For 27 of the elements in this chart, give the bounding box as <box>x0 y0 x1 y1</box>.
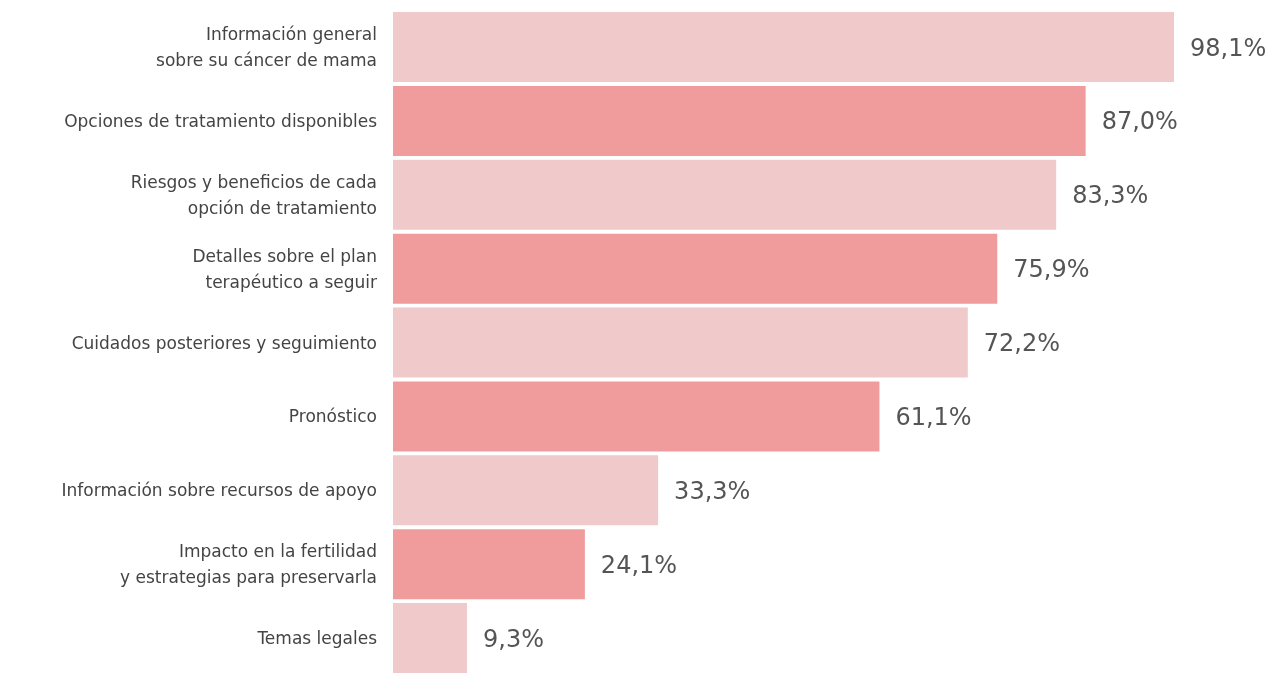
bar <box>393 12 1174 82</box>
bar <box>393 307 968 378</box>
y-tick-label: Cuidados posteriores y seguimiento <box>71 332 377 353</box>
data-label: 9,3% <box>483 624 545 653</box>
bar <box>393 381 880 452</box>
data-label: 75,9% <box>1013 255 1090 284</box>
bar <box>393 529 585 600</box>
data-label: 83,3% <box>1072 181 1149 210</box>
bar <box>393 455 659 526</box>
bar <box>393 85 1086 156</box>
y-tick-label: Pronóstico <box>288 406 377 427</box>
y-tick-label: Información general sobre su cáncer de mama <box>156 23 377 70</box>
y-tick-label: Detalles sobre el plan terapéutico a seguir <box>192 245 378 292</box>
data-label: 24,1% <box>600 550 678 579</box>
data-label: 87,0% <box>1101 107 1178 136</box>
y-tick-label: Riesgos y beneficios de cada opción de tratamiento <box>130 171 377 218</box>
y-tick-label: Impacto en la fertilidad y estrategias para preservarla <box>120 541 377 588</box>
bar <box>393 159 1057 230</box>
y-tick-label: Información sobre recursos de apoyo <box>61 480 377 501</box>
y-tick-label: Opciones de tratamiento disponibles <box>64 110 378 131</box>
data-label: 72,2% <box>983 329 1061 358</box>
bar <box>393 603 468 674</box>
data-label: 33,3% <box>674 476 751 505</box>
bar <box>393 233 998 304</box>
data-label: 98,1% <box>1190 33 1267 62</box>
data-label: 61,1% <box>895 402 972 431</box>
y-tick-label: Temas legales <box>256 628 378 649</box>
